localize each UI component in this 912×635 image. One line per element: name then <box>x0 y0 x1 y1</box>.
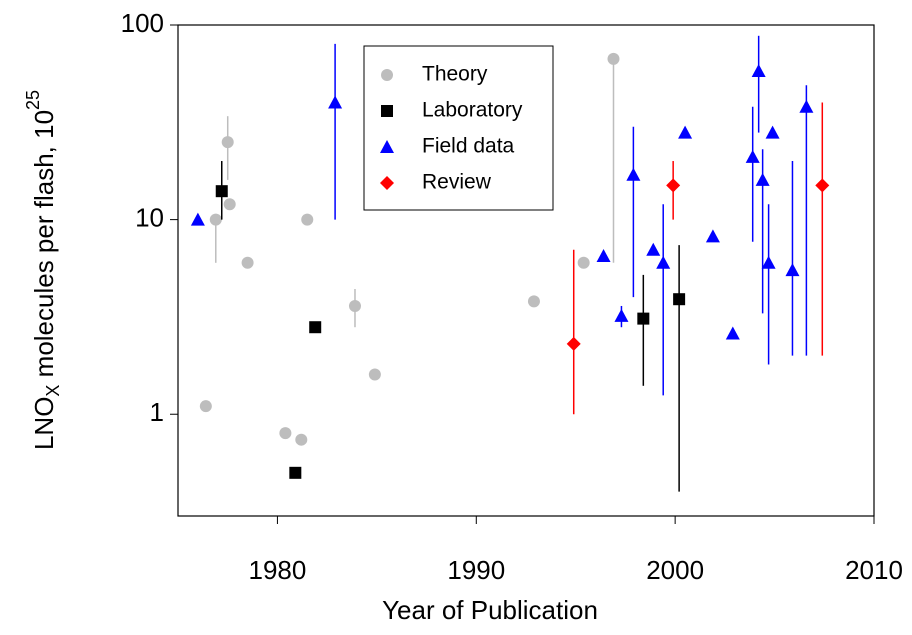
point <box>577 256 590 269</box>
x-tick-label: 2000 <box>646 555 704 585</box>
point <box>209 213 222 226</box>
x-axis-label: Year of Publication <box>382 595 598 625</box>
legend-entry: Laboratory <box>381 99 523 122</box>
point <box>673 293 686 306</box>
legend-box <box>363 45 554 211</box>
legend-label: Field data <box>422 135 515 158</box>
point <box>765 125 780 139</box>
point <box>527 295 540 308</box>
point <box>761 255 776 269</box>
point <box>637 312 650 325</box>
point <box>815 178 830 193</box>
point <box>190 212 205 226</box>
point <box>725 326 740 340</box>
point <box>678 125 693 139</box>
point <box>348 299 361 312</box>
point <box>301 213 314 226</box>
y-tick-label: 10 <box>135 202 164 232</box>
point <box>755 172 770 186</box>
y-label-rest: molecules per flash, 10 <box>29 110 59 385</box>
x-tick-label: 2010 <box>845 555 903 585</box>
point <box>745 149 760 163</box>
point <box>289 466 302 479</box>
point <box>666 178 681 193</box>
point <box>596 249 611 263</box>
point <box>656 255 671 269</box>
point <box>328 95 343 109</box>
legend-label: Theory <box>422 63 488 86</box>
point <box>221 136 234 149</box>
point <box>368 368 381 381</box>
legend-entry: Theory <box>381 63 488 86</box>
legend-entry: Field data <box>380 135 515 158</box>
point <box>785 263 800 277</box>
legend-marker <box>380 140 394 153</box>
point <box>223 198 236 211</box>
point <box>614 308 629 322</box>
point <box>646 242 661 256</box>
legend-marker <box>381 69 393 81</box>
point <box>279 427 292 440</box>
y-label-sub: X <box>43 385 63 397</box>
y-tick-label: 1 <box>150 397 164 427</box>
legend-label: Review <box>422 171 492 194</box>
y-axis-label: LNOX molecules per flash, 1025 <box>23 90 63 450</box>
y-label-text: LNO <box>29 397 59 450</box>
point <box>799 99 814 113</box>
point <box>626 167 641 181</box>
point <box>751 64 766 78</box>
legend-marker <box>381 105 393 117</box>
point <box>215 185 228 198</box>
point <box>241 256 254 269</box>
point <box>309 321 322 334</box>
legend-label: Laboratory <box>422 99 523 122</box>
y-tick-label: 100 <box>121 8 164 38</box>
point <box>566 336 581 351</box>
x-tick-label: 1980 <box>249 555 307 585</box>
legend-entry: Review <box>380 171 492 194</box>
y-label-sup: 25 <box>23 90 43 110</box>
legend-marker <box>380 176 394 190</box>
x-tick-label: 1990 <box>447 555 505 585</box>
point <box>295 433 308 446</box>
plot-frame <box>177 24 875 517</box>
point <box>607 52 620 65</box>
point <box>705 229 720 243</box>
point <box>199 400 212 413</box>
